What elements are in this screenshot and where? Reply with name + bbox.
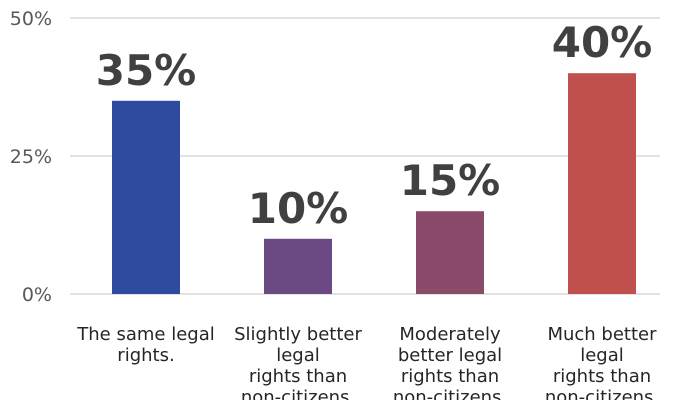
category-labels: The same legal rights.Slightly better lega… [76, 324, 659, 400]
data-label: 40% [552, 18, 653, 67]
category-label-line: legal [580, 345, 624, 366]
category-label: Slightly better legal rights than non-citiz… [234, 324, 362, 400]
category-label-line: rights than [401, 366, 499, 387]
category-label-line: rights. [117, 345, 174, 366]
bar [416, 211, 484, 294]
category-label: Much better legal rights than non-citizens. [545, 324, 659, 400]
y-tick-label: 0% [22, 284, 52, 306]
category-label-line: The same legal [76, 324, 214, 345]
bars [112, 73, 636, 294]
category-label-line: better legal [398, 345, 502, 366]
category-label-line: rights than [553, 366, 651, 387]
data-labels: 35% 10% 15% 40% [96, 18, 653, 233]
category-label-line: legal [276, 345, 320, 366]
bar [264, 238, 332, 294]
data-label: 35% [96, 46, 197, 95]
category-label-line: non-citizens. [545, 387, 659, 400]
category-label: Moderately better legal rights than non-cit… [393, 324, 507, 400]
y-tick-label: 50% [10, 8, 52, 30]
bar [112, 100, 180, 294]
category-label-line: Moderately [399, 324, 501, 345]
category-label-line: non-citizens. [393, 387, 507, 400]
y-axis-tick-labels: 0% 25% 50% [10, 8, 52, 306]
category-label: The same legal rights. [76, 324, 214, 366]
bar [568, 73, 636, 294]
data-label: 10% [248, 184, 349, 233]
category-label-line: Much better [547, 324, 657, 345]
category-label-line: Slightly better [234, 324, 362, 345]
y-tick-label: 25% [10, 146, 52, 168]
category-label-line: rights than [249, 366, 347, 387]
data-label: 15% [400, 156, 501, 205]
category-label-line: non-citizens. [241, 387, 355, 400]
